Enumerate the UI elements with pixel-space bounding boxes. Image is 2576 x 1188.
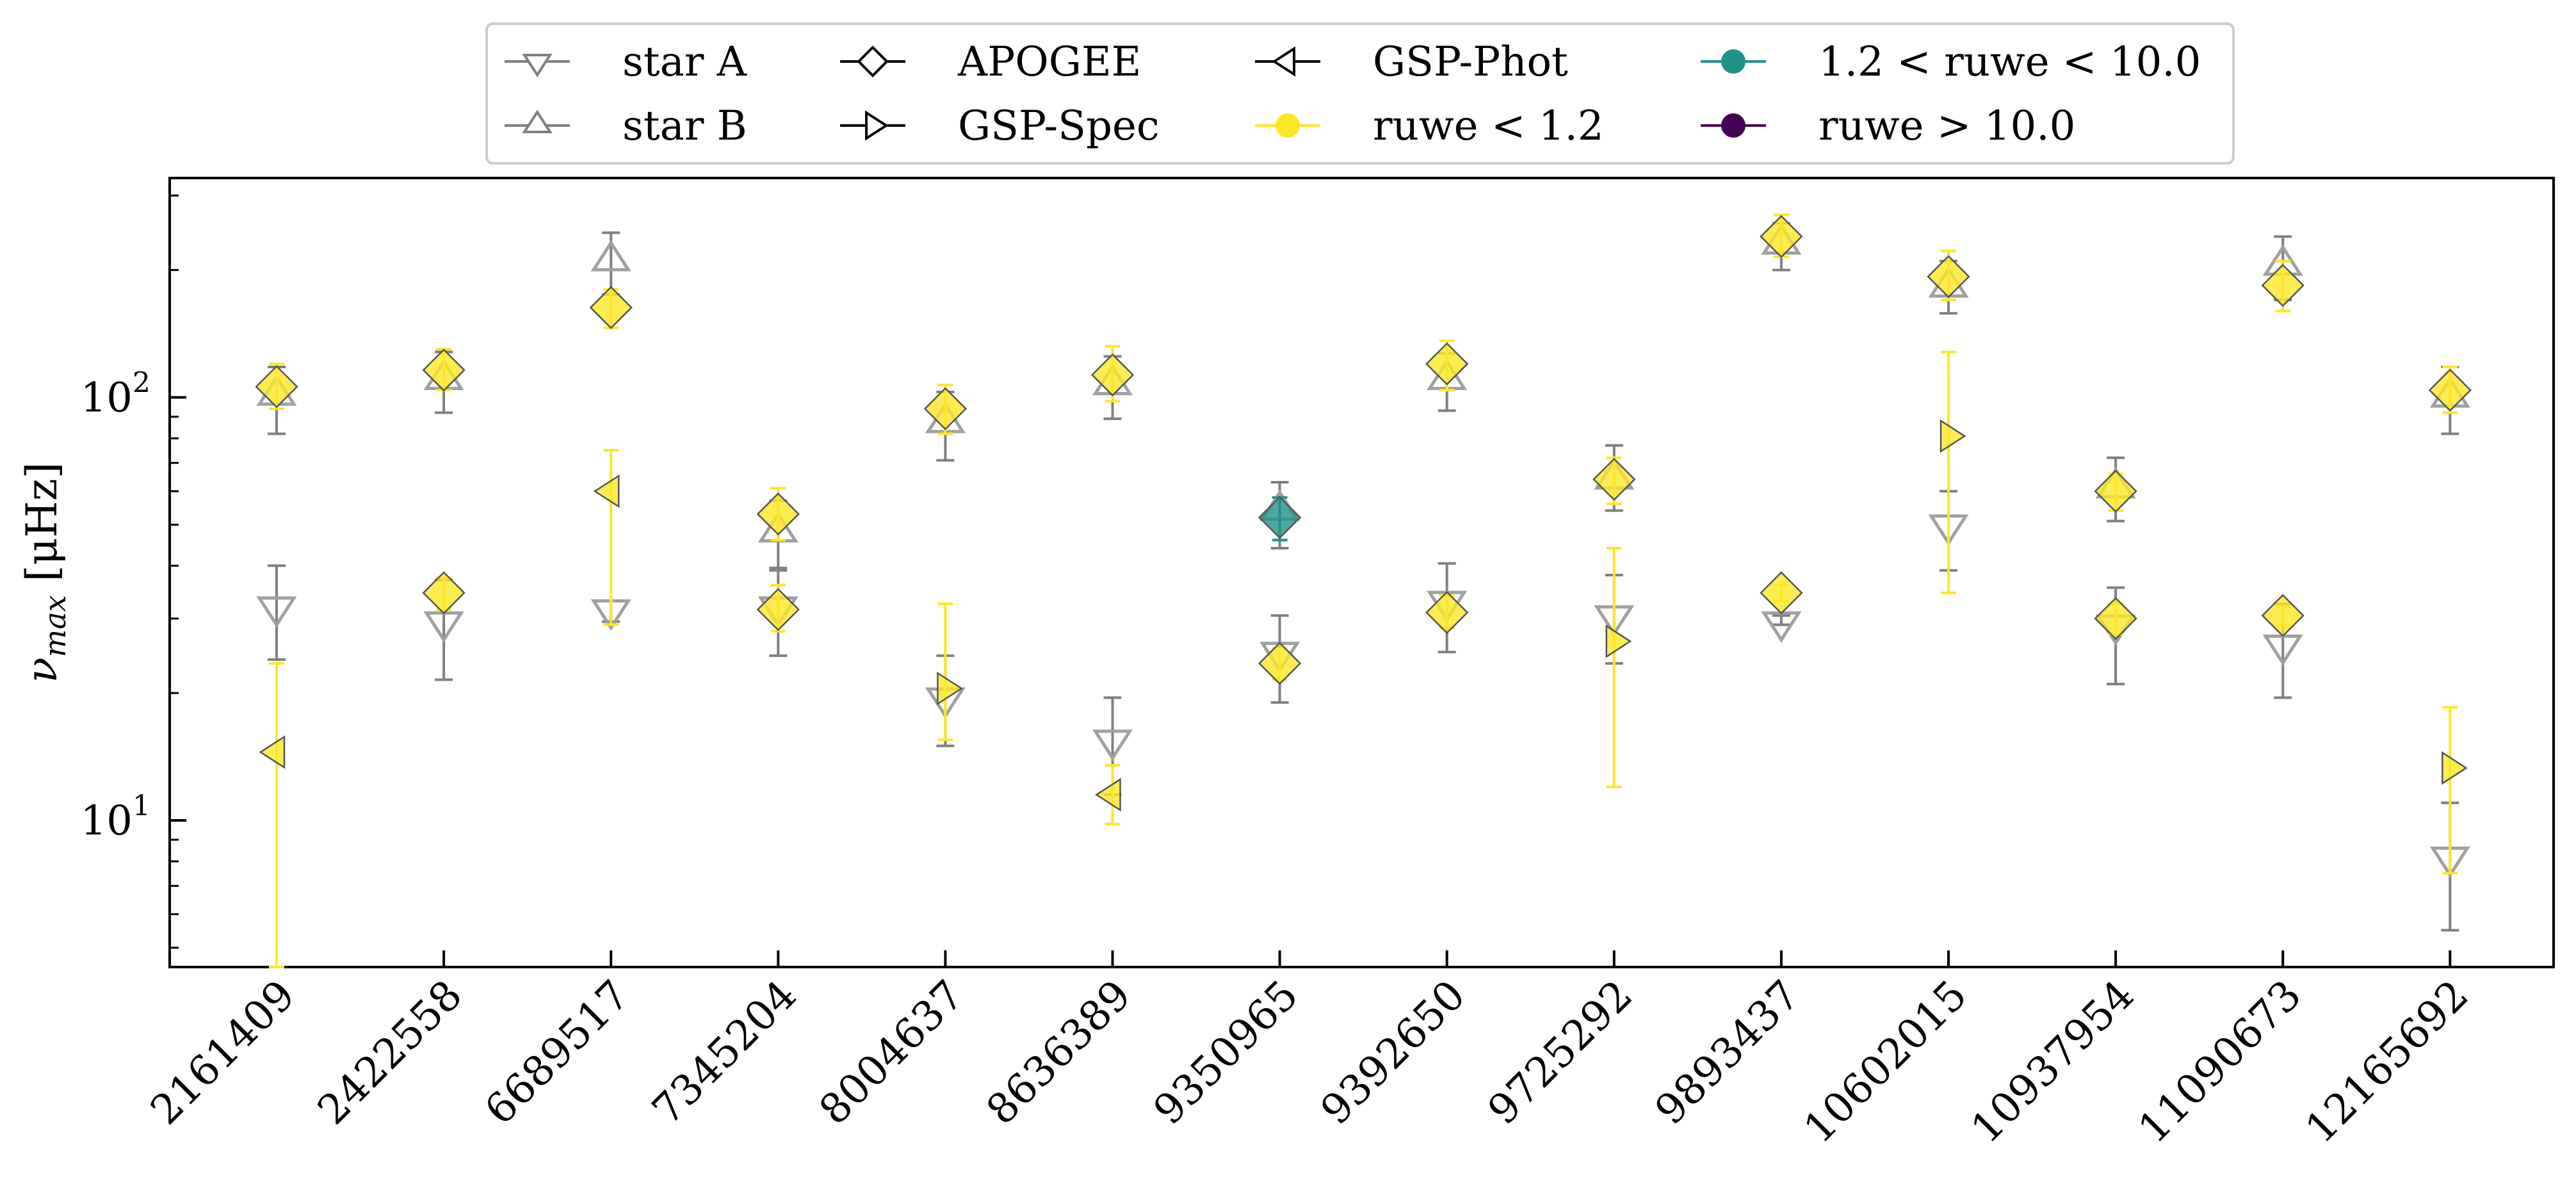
legend-entry: APOGEE	[840, 38, 1141, 86]
apogee-point	[1927, 255, 1970, 298]
apogee-point	[1425, 342, 1469, 386]
x-tick-label: 8004637	[811, 972, 973, 1134]
apogee-point	[2261, 263, 2305, 307]
star-a-errorbar	[1772, 614, 1790, 626]
gsp-spec-point	[2442, 751, 2468, 785]
apogee-point	[1090, 353, 1135, 397]
apogee-point	[1760, 571, 1803, 615]
gaia-errorbar	[1941, 350, 1956, 594]
y-tick-label: 101	[81, 790, 150, 845]
x-axis: 2161409 2422558 6689517 7345204 8004637 86363…	[142, 950, 2478, 1153]
x-tick-label: 2422558	[309, 972, 472, 1134]
legend-label: 1.2 < ruwe < 10.0	[1819, 38, 2201, 86]
x-tick-label: 7345204	[644, 972, 806, 1134]
legend-marker	[522, 110, 553, 133]
legend-marker	[522, 54, 553, 77]
legend-entry: star A	[505, 38, 747, 86]
apogee-point	[756, 492, 800, 536]
legend-label: star A	[622, 38, 747, 86]
legend-entry: GSP-Phot	[1255, 38, 1568, 86]
apogee-point	[756, 588, 800, 631]
apogee-point	[923, 387, 968, 430]
legend-entry: GSP-Spec	[840, 102, 1160, 150]
x-tick-label: 9893437	[1646, 972, 1809, 1134]
gaia-errorbar	[937, 602, 953, 742]
apogee-point	[1760, 215, 1803, 258]
x-tick-label: 8636389	[978, 972, 1140, 1134]
legend-marker	[857, 45, 889, 77]
y-axis-label: νmax [μHz]	[17, 462, 72, 683]
legend-box	[485, 22, 2235, 165]
x-tick-label: 12165692	[2297, 972, 2478, 1153]
legend-label: GSP-Spec	[958, 102, 1160, 150]
y-axis: 101 102	[81, 194, 186, 949]
legend-marker	[1721, 113, 1746, 138]
gaia-errorbar	[603, 448, 619, 626]
gaia-errorbar	[1606, 546, 1622, 788]
gaia-errorbar	[2442, 706, 2458, 875]
legend-entry: 1.2 < ruwe < 10.0	[1701, 38, 2201, 86]
x-tick-label: 11090673	[2130, 972, 2311, 1153]
legend-entry: ruwe < 1.2	[1255, 102, 1604, 150]
legend-marker	[1272, 46, 1295, 77]
gsp-phot-point	[593, 474, 620, 509]
legend-label: GSP-Phot	[1373, 38, 1568, 86]
apogee-point	[1592, 457, 1636, 501]
seismic-points	[256, 222, 2470, 932]
gsp-phot-point	[1094, 777, 1121, 812]
gsp-phot-point	[259, 735, 286, 769]
apogee-point	[2428, 368, 2472, 412]
gaia-errorbar	[269, 662, 284, 968]
x-tick-label: 9725292	[1479, 972, 1642, 1134]
legend: star A star B APOGEE GSP-Spec GSP-Phot ruwe <…	[485, 22, 2235, 165]
gsp-spec-point	[1605, 624, 1632, 658]
gsp-spec-point	[1940, 419, 1966, 453]
apogee-point	[422, 571, 466, 615]
apogee-point	[589, 286, 633, 329]
apogee-point	[255, 365, 298, 409]
star-a-point	[256, 596, 297, 628]
apogee-point	[2261, 594, 2305, 637]
x-tick-label: 9392650	[1312, 972, 1475, 1134]
star-a-errorbar	[268, 564, 286, 661]
plot-area: 101 102 2161409 2422558 6689517 7345204 80046…	[81, 177, 2555, 1153]
star-b-point	[590, 240, 631, 272]
legend-label: APOGEE	[957, 38, 1141, 86]
legend-entry: star B	[505, 102, 747, 150]
y-tick-label: 102	[81, 366, 150, 421]
legend-label: ruwe > 10.0	[1819, 102, 2075, 150]
x-tick-label: 10602015	[1795, 972, 1977, 1153]
legend-marker	[1276, 113, 1300, 138]
gaia-points	[255, 213, 2472, 968]
legend-label: ruwe < 1.2	[1373, 102, 1604, 150]
legend-marker	[1721, 49, 1746, 74]
legend-marker	[865, 110, 889, 141]
apogee-point	[1258, 642, 1302, 685]
legend-entry: ruwe > 10.0	[1701, 102, 2075, 150]
apogee-point	[422, 348, 466, 392]
x-tick-label: 9350965	[1145, 972, 1308, 1134]
apogee-point	[2094, 469, 2137, 513]
x-tick-label: 10937954	[1963, 972, 2144, 1153]
star-a-point	[1092, 729, 1133, 761]
apogee-point	[2094, 597, 2137, 640]
apogee-point	[1258, 496, 1302, 539]
gsp-spec-point	[937, 671, 963, 706]
apogee-point	[1425, 590, 1469, 635]
legend-label: star B	[622, 102, 747, 150]
x-tick-label: 6689517	[476, 972, 639, 1134]
x-tick-label: 2161409	[142, 972, 304, 1134]
plot-frame	[168, 177, 2555, 968]
